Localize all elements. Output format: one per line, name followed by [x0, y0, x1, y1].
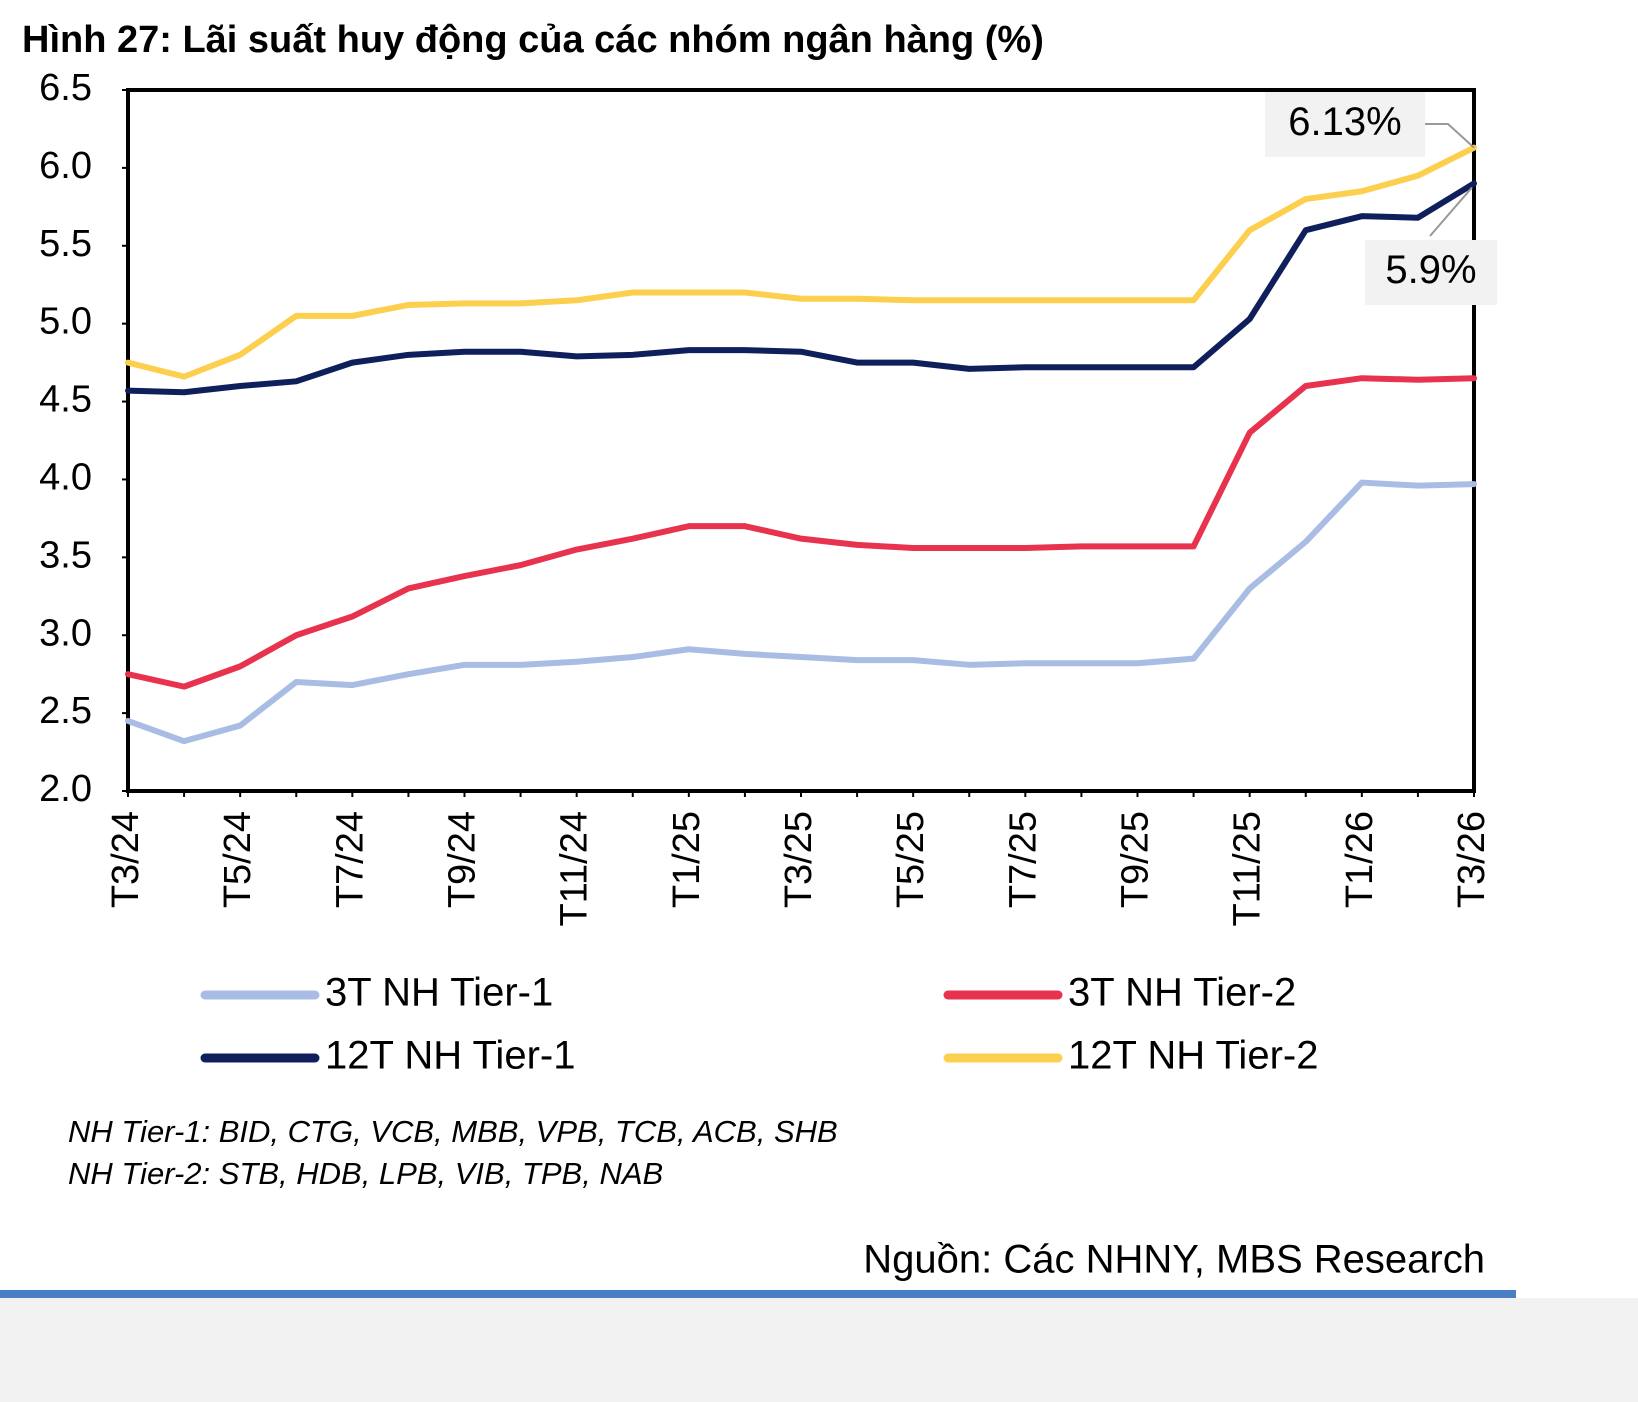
x-tick-label: T1/26 — [1339, 811, 1381, 908]
line-series — [125, 144, 1477, 380]
note: NH Tier-1: BID, CTG, VCB, MBB, VPB, TCB,… — [68, 1114, 838, 1149]
data-label: 5.9% — [1385, 248, 1476, 292]
line-series — [125, 375, 1477, 690]
x-tick-label: T9/24 — [442, 811, 484, 908]
leader-line — [1429, 186, 1473, 237]
x-tick-label: T7/24 — [329, 811, 371, 908]
leader-line — [1418, 123, 1475, 149]
x-tick-label: T3/24 — [105, 811, 147, 908]
y-tick-label: 5.5 — [39, 223, 92, 265]
footer-band — [0, 1298, 1638, 1402]
line-series — [125, 479, 1477, 745]
x-tick-label: T11/24 — [554, 811, 596, 926]
legend-label: 12T NH Tier-1 — [325, 1034, 575, 1078]
data-label: 6.13% — [1288, 100, 1401, 144]
legend-label: 3T NH Tier-2 — [1068, 971, 1296, 1015]
x-tick-label: T3/25 — [778, 811, 820, 908]
label-box — [1365, 240, 1497, 305]
x-tick-label: T1/25 — [666, 811, 708, 908]
y-tick-label: 3.5 — [39, 534, 92, 576]
y-tick-label: 6.0 — [39, 145, 92, 187]
label-box — [1265, 92, 1425, 157]
y-tick-label: 4.0 — [39, 456, 92, 498]
source: Nguồn: Các NHNY, MBS Research — [863, 1238, 1485, 1282]
legend-label: 3T NH Tier-1 — [325, 971, 553, 1015]
x-tick-label: T9/25 — [1115, 811, 1157, 908]
x-tick-label: T7/25 — [1002, 811, 1044, 908]
y-tick-label: 4.5 — [39, 379, 92, 421]
chart-title: Hình 27: Lãi suất huy động của các nhóm … — [22, 19, 1044, 61]
x-tick-label: T3/26 — [1451, 811, 1493, 908]
y-tick-label: 5.0 — [39, 301, 92, 343]
y-tick-label: 2.0 — [39, 768, 92, 810]
x-tick-label: T5/24 — [217, 811, 259, 908]
y-tick-label: 3.0 — [39, 612, 92, 654]
y-tick-label: 2.5 — [39, 690, 92, 732]
legend-label: 12T NH Tier-2 — [1068, 1034, 1318, 1078]
y-tick-label: 6.5 — [39, 67, 92, 109]
line-series — [125, 180, 1477, 396]
x-tick-label: T5/25 — [890, 811, 932, 908]
note: NH Tier-2: STB, HDB, LPB, VIB, TPB, NAB — [68, 1156, 663, 1191]
x-tick-label: T11/25 — [1227, 811, 1269, 926]
divider — [0, 1290, 1516, 1298]
